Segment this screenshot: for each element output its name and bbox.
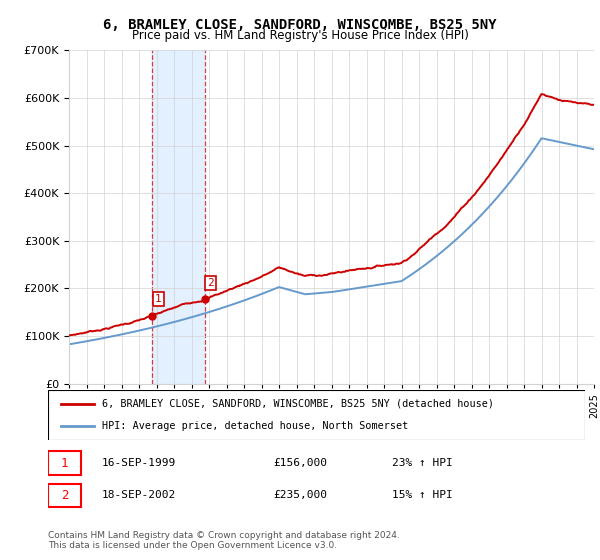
Text: 1: 1: [155, 294, 161, 304]
Bar: [48, 451, 81, 475]
Text: 16-SEP-1999: 16-SEP-1999: [102, 458, 176, 468]
Text: 6, BRAMLEY CLOSE, SANDFORD, WINSCOMBE, BS25 5NY: 6, BRAMLEY CLOSE, SANDFORD, WINSCOMBE, B…: [103, 18, 497, 32]
Bar: [48, 484, 81, 507]
Text: £235,000: £235,000: [274, 490, 328, 500]
Text: 6, BRAMLEY CLOSE, SANDFORD, WINSCOMBE, BS25 5NY (detached house): 6, BRAMLEY CLOSE, SANDFORD, WINSCOMBE, B…: [102, 399, 494, 409]
Text: 15% ↑ HPI: 15% ↑ HPI: [392, 490, 452, 500]
Text: 2: 2: [61, 489, 68, 502]
Text: 1: 1: [61, 456, 68, 470]
Text: Price paid vs. HM Land Registry's House Price Index (HPI): Price paid vs. HM Land Registry's House …: [131, 29, 469, 42]
Text: 18-SEP-2002: 18-SEP-2002: [102, 490, 176, 500]
Text: HPI: Average price, detached house, North Somerset: HPI: Average price, detached house, Nort…: [102, 421, 408, 431]
Text: 2: 2: [207, 278, 214, 288]
Text: £156,000: £156,000: [274, 458, 328, 468]
Text: 23% ↑ HPI: 23% ↑ HPI: [392, 458, 452, 468]
Text: Contains HM Land Registry data © Crown copyright and database right 2024.
This d: Contains HM Land Registry data © Crown c…: [48, 531, 400, 550]
